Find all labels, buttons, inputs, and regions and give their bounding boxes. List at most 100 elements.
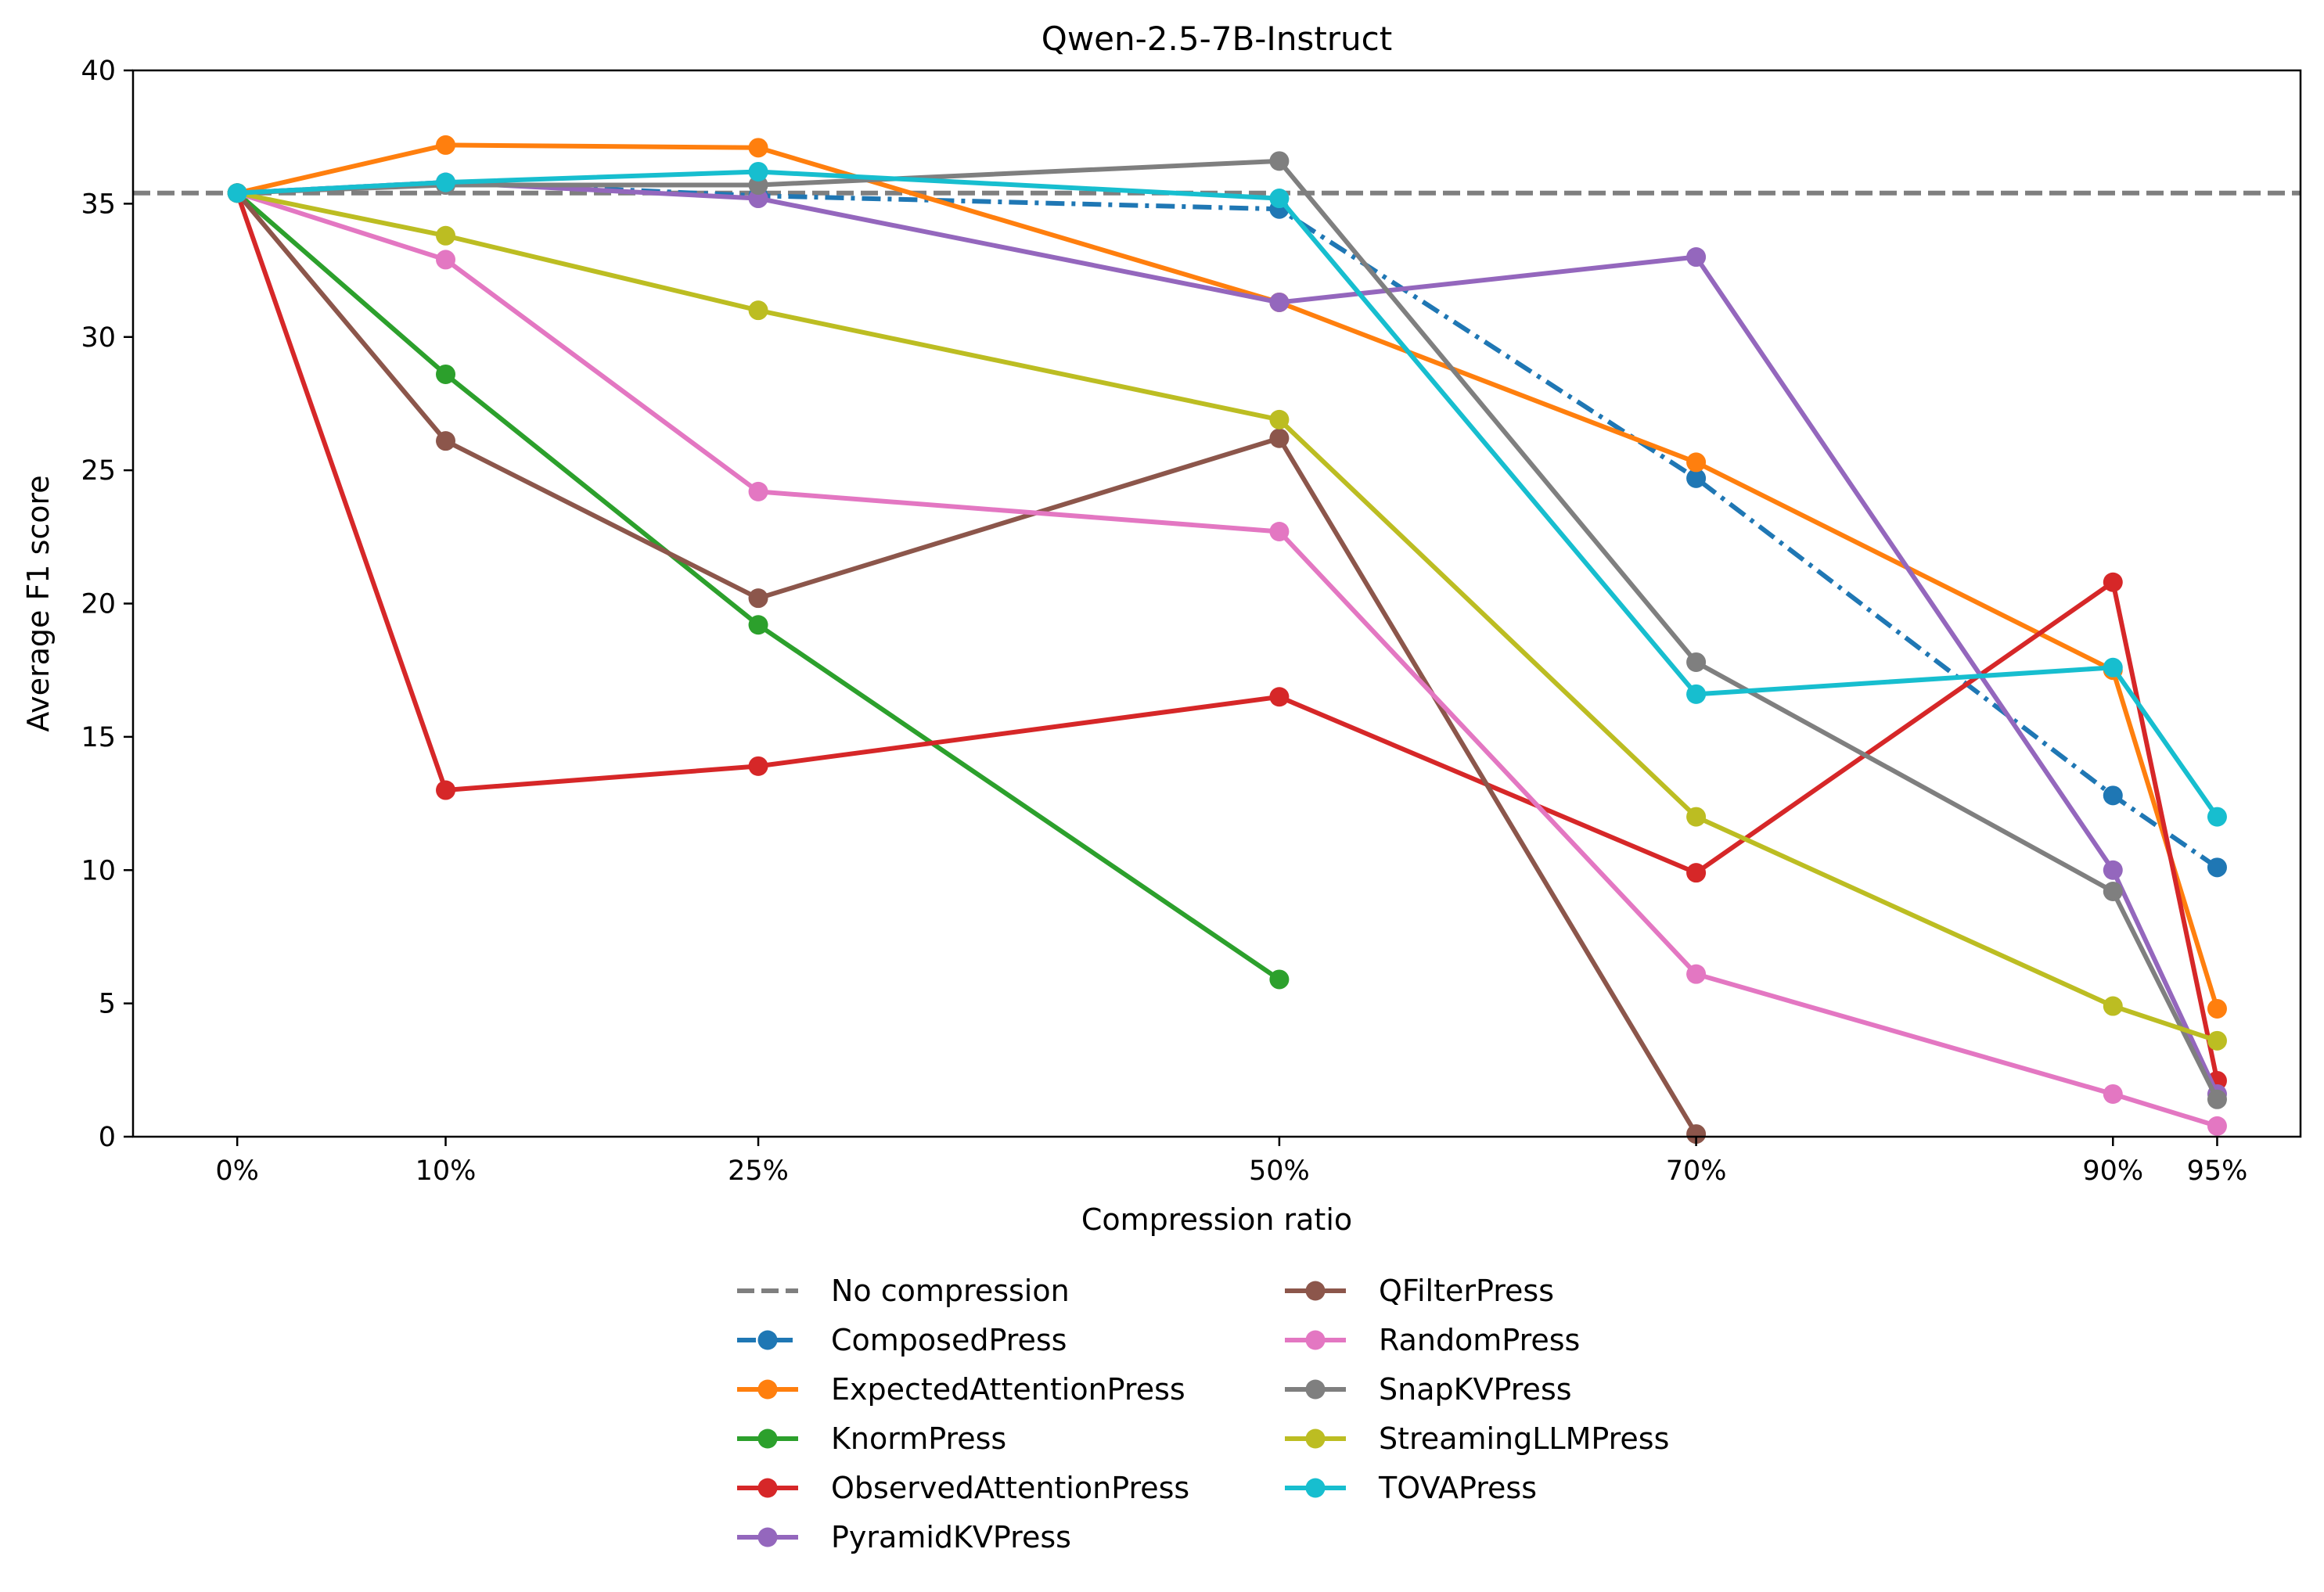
x-tick-label: 25% [728, 1155, 789, 1187]
legend-label-tovapress: TOVAPress [1378, 1471, 1537, 1505]
series-line-snapkvpress [237, 158, 2220, 1101]
legend-entry-observedattentionpress: ObservedAttentionPress [737, 1471, 1189, 1505]
data-point-streamingllmpress-70% [1686, 807, 1707, 827]
data-point-observedattentionpress-50% [1269, 687, 1290, 707]
data-point-snapkvpress-90% [2103, 882, 2123, 902]
legend-entry-streamingllmpress: StreamingLLMPress [1285, 1421, 1669, 1456]
data-point-randompress-50% [1269, 521, 1290, 541]
legend-marker-qfilterpress [1305, 1281, 1326, 1301]
y-axis-label: Average F1 score [21, 475, 56, 731]
y-tick-label: 40 [81, 56, 116, 87]
legend-marker-randompress [1305, 1330, 1326, 1350]
data-point-knormpress-25% [748, 615, 768, 635]
data-point-qfilterpress-70% [1686, 1124, 1707, 1145]
data-point-pyramidkvpress-90% [2103, 860, 2123, 880]
series-pyramidkvpress [227, 172, 2227, 1104]
data-point-streamingllmpress-25% [748, 300, 768, 321]
data-point-streamingllmpress-10% [436, 225, 456, 246]
legend-entry-composedpress: ComposedPress [737, 1323, 1067, 1357]
data-point-pyramidkvpress-70% [1686, 247, 1707, 268]
series-streamingllmpress [227, 183, 2227, 1051]
x-tick-label: 90% [2082, 1155, 2143, 1187]
legend-label-streamingllmpress: StreamingLLMPress [1379, 1421, 1669, 1456]
legend-entry-snapkvpress: SnapKVPress [1285, 1372, 1572, 1407]
data-point-snapkvpress-50% [1269, 151, 1290, 171]
y-tick-label: 30 [81, 322, 116, 354]
data-point-tovapress-25% [748, 161, 768, 181]
legend-label-composedpress: ComposedPress [831, 1323, 1067, 1357]
series-randompress [227, 183, 2227, 1136]
data-point-expectedattentionpress-95% [2207, 998, 2227, 1019]
data-point-observedattentionpress-25% [748, 756, 768, 776]
data-point-expectedattentionpress-10% [436, 135, 456, 155]
plot-area: 0 5 10 15 20 25 30 35 40 0% 10% 25% 50% 70% 90% 95% [81, 56, 2302, 1187]
legend-marker-pyramidkvpress [757, 1527, 778, 1547]
data-point-knormpress-10% [436, 364, 456, 384]
data-point-tovapress-95% [2207, 807, 2227, 827]
data-point-tovapress-10% [436, 172, 456, 192]
legend-entry-expectedattentionpress: ExpectedAttentionPress [737, 1372, 1185, 1407]
legend-entry-knormpress: KnormPress [737, 1421, 1006, 1456]
y-tick-label: 5 [99, 989, 116, 1020]
legend-entry-no-compression: No compression [737, 1274, 1070, 1308]
data-point-observedattentionpress-10% [436, 780, 456, 800]
legend-label-no-compression: No compression [831, 1274, 1070, 1308]
series-line-pyramidkvpress [237, 180, 2220, 1095]
data-point-snapkvpress-70% [1686, 652, 1707, 672]
x-tick-label: 95% [2187, 1155, 2248, 1187]
legend: No compression ComposedPress ExpectedAtten… [737, 1274, 1669, 1554]
legend-label-expectedattentionpress: ExpectedAttentionPress [831, 1372, 1185, 1407]
legend-label-randompress: RandomPress [1379, 1323, 1580, 1357]
series-line-randompress [236, 190, 2218, 1129]
series-line-streamingllmpress [236, 190, 2218, 1044]
data-point-randompress-70% [1686, 964, 1707, 984]
data-point-streamingllmpress-90% [2103, 996, 2123, 1016]
x-tick-label: 50% [1249, 1155, 1310, 1187]
legend-entry-tovapress: TOVAPress [1285, 1471, 1537, 1505]
data-point-observedattentionpress-90% [2103, 572, 2123, 592]
legend-marker-snapkvpress [1305, 1379, 1326, 1400]
series-qfilterpress [227, 183, 1707, 1145]
x-tick-label: 70% [1666, 1155, 1727, 1187]
legend-entry-qfilterpress: QFilterPress [1285, 1274, 1554, 1308]
y-tick-label: 20 [81, 589, 116, 620]
data-point-knormpress-50% [1269, 969, 1290, 990]
x-tick-label: 10% [416, 1155, 477, 1187]
legend-marker-tovapress [1305, 1478, 1326, 1498]
data-point-randompress-90% [2103, 1083, 2123, 1104]
legend-label-knormpress: KnormPress [831, 1421, 1006, 1456]
data-point-qfilterpress-10% [436, 431, 456, 451]
legend-entry-pyramidkvpress: PyramidKVPress [737, 1520, 1071, 1554]
data-point-tovapress-70% [1686, 684, 1707, 704]
series-line-expectedattentionpress [236, 142, 2220, 1010]
data-point-tovapress-50% [1269, 189, 1290, 209]
y-tick-label: 25 [81, 455, 116, 487]
data-point-tovapress-90% [2103, 657, 2123, 677]
legend-entry-randompress: RandomPress [1285, 1323, 1580, 1357]
data-point-composedpress-70% [1686, 468, 1707, 488]
legend-marker-observedattentionpress [757, 1478, 778, 1498]
data-point-tovapress-0% [227, 183, 247, 203]
series-snapkvpress [227, 151, 2227, 1109]
data-point-streamingllmpress-50% [1269, 409, 1290, 429]
data-point-qfilterpress-25% [748, 588, 768, 609]
data-point-composedpress-95% [2207, 857, 2227, 878]
data-point-observedattentionpress-70% [1686, 863, 1707, 883]
data-point-expectedattentionpress-70% [1686, 452, 1707, 473]
legend-label-pyramidkvpress: PyramidKVPress [831, 1520, 1071, 1554]
data-point-qfilterpress-50% [1269, 428, 1290, 448]
series-line-knormpress [236, 191, 1281, 982]
legend-marker-composedpress [757, 1330, 778, 1350]
series-tovapress [227, 161, 2227, 827]
y-tick-label: 15 [81, 722, 116, 753]
legend-label-qfilterpress: QFilterPress [1379, 1274, 1554, 1308]
series-composedpress [227, 172, 2227, 878]
data-point-randompress-95% [2207, 1116, 2227, 1136]
legend-label-snapkvpress: SnapKVPress [1379, 1372, 1572, 1407]
data-point-randompress-10% [436, 250, 456, 270]
data-point-composedpress-90% [2103, 785, 2123, 806]
x-tick-label: 0% [215, 1155, 259, 1187]
legend-marker-expectedattentionpress [757, 1379, 778, 1400]
data-point-expectedattentionpress-25% [748, 138, 768, 158]
